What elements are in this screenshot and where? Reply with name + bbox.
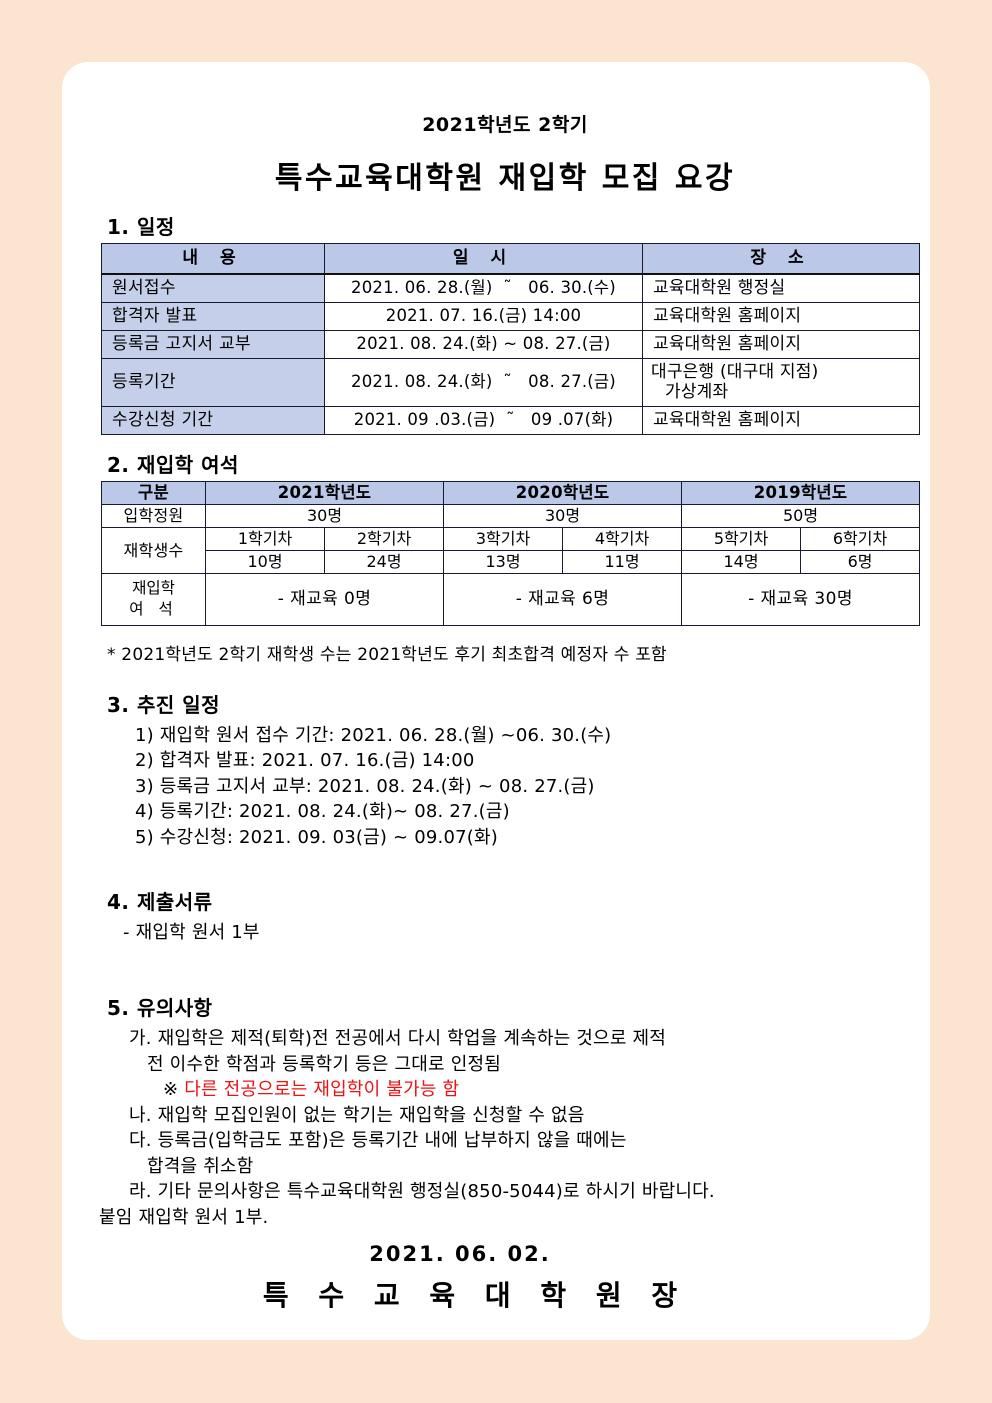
term-label-4: 4학기차 [562, 526, 683, 551]
schedule-content: 등록기간 [101, 357, 325, 407]
seats-table: 구분 2021학년도 2020학년도 2019학년도 입학정원 30명 30명 … [101, 480, 921, 626]
spacer [95, 665, 915, 675]
footer-date: 2021. 06. 02. [369, 1242, 551, 1267]
list-item-b: 나. 재입학 모집인원이 없는 학기는 재입학을 신청할 수 없음 [129, 1104, 585, 1126]
schedule-place-line2: 가상계좌 [665, 382, 729, 403]
quota-2021: 30명 [204, 503, 445, 528]
term-value-5: 14명 [681, 549, 802, 574]
list-item: 5) 수강신청: 2021. 09. 03(금) ~ 09.07(화) [135, 826, 498, 848]
seats-2019: - 재교육 30명 [681, 572, 921, 626]
term-label-1: 1학기차 [205, 526, 325, 551]
schedule-place: 교육대학원 홈페이지 [642, 301, 920, 331]
section-4-heading: 4. 제출서류 [107, 890, 213, 915]
seats-header-year-2020: 2020학년도 [443, 480, 683, 505]
seats-label-line1: 재입학 [132, 579, 175, 598]
list-item: - 재입학 원서 1부 [123, 922, 260, 944]
schedule-content: 등록금 고지서 교부 [101, 329, 325, 359]
schedule-header-row: 내 용 일 시 장 소 [101, 243, 920, 276]
schedule-header-place: 장 소 [642, 243, 920, 276]
term-value-1: 10명 [205, 549, 325, 574]
schedule-datetime: 2021. 06. 28.(월) ˜ 06. 30.(수) [324, 273, 643, 303]
list-item: 3) 등록금 고지서 교부: 2021. 08. 24.(화) ~ 08. 27… [135, 775, 595, 797]
attachment-note: 붙임 재입학 원서 1부. [99, 1206, 269, 1228]
warning-note: ※ 다른 전공으로는 재입학이 불가능 함 [163, 1077, 915, 1103]
list-item: 1) 재입학 원서 접수 기간: 2021. 06. 28.(월) ~06. 3… [135, 724, 612, 746]
seats-header-year-2019: 2019학년도 [681, 480, 921, 505]
term-label-5: 5학기차 [681, 526, 802, 551]
term-value-4: 11명 [562, 549, 683, 574]
seats-2020: - 재교육 6명 [443, 572, 683, 626]
document-title: 특수교육대학원 재입학 모집 요강 [274, 161, 736, 196]
quota-2020: 30명 [443, 503, 683, 528]
quota-label: 입학정원 [101, 503, 206, 528]
schedule-header-content: 내 용 [101, 243, 325, 276]
quota-2019: 50명 [681, 503, 921, 528]
table-row: 입학정원 30명 30명 50명 [101, 503, 921, 528]
spacer [95, 850, 915, 872]
document-body: 2021학년도 2학기 특수교육대학원 재입학 모집 요강 1. 일정 내 용 … [95, 82, 921, 1314]
spacer [95, 946, 915, 978]
schedule-place: 교육대학원 홈페이지 [642, 405, 920, 435]
term-value-6: 6명 [800, 549, 921, 574]
section-1-heading: 1. 일정 [107, 215, 175, 239]
table-row: 등록기간 2021. 08. 24.(화) ˜ 08. 27.(금) 대구은행 … [101, 357, 920, 407]
schedule-content: 수강신청 기간 [101, 405, 325, 435]
table-row: 10명 24명 13명 11명 14명 6명 [102, 549, 921, 574]
schedule-header-datetime: 일 시 [324, 243, 643, 276]
schedule-place: 교육대학원 홈페이지 [642, 329, 920, 359]
table-row: 재학생수 1학기차 2학기차 3학기차 4학기차 5학기차 6학기차 [101, 526, 921, 574]
seats-header-label: 구분 [101, 480, 206, 505]
term-label-6: 6학기차 [800, 526, 921, 551]
schedule-datetime: 2021. 09 .03.(금) ˜ 09 .07(화) [324, 405, 643, 435]
schedule-content: 합격자 발표 [101, 301, 325, 331]
document-subtitle: 2021학년도 2학기 [422, 114, 588, 136]
list-item-c-line2: 합격을 취소함 [147, 1155, 254, 1177]
term-value-3: 13명 [443, 549, 564, 574]
table-row: 등록금 고지서 교부 2021. 08. 24.(화) ~ 08. 27.(금)… [101, 329, 920, 359]
term-label-2: 2학기차 [323, 526, 445, 551]
seats-header-year-2021: 2021학년도 [204, 480, 445, 505]
reference-mark-icon: ※ [163, 1079, 179, 1101]
list-item-a-line1: 가. 재입학은 제적(퇴학)전 전공에서 다시 학업을 계속하는 것으로 제적 [129, 1028, 667, 1050]
list-item-a-line2: 전 이수한 학점과 등록학기 등은 그대로 인정됨 [147, 1053, 501, 1075]
schedule-place-line1: 대구은행 (대구대 지점) [651, 362, 819, 383]
schedule-content: 원서접수 [101, 273, 325, 303]
section-2-note: * 2021학년도 2학기 재학생 수는 2021학년도 후기 최초합격 예정자… [107, 644, 667, 665]
schedule-datetime: 2021. 08. 24.(화) ˜ 08. 27.(금) [324, 357, 643, 407]
table-row: 원서접수 2021. 06. 28.(월) ˜ 06. 30.(수) 교육대학원… [101, 273, 920, 303]
list-item: 4) 등록기간: 2021. 08. 24.(화)~ 08. 27.(금) [135, 801, 510, 823]
warning-note-text: 다른 전공으로는 재입학이 불가능 함 [178, 1079, 460, 1101]
seats-label-line2: 여 석 [129, 600, 178, 619]
schedule-place: 교육대학원 행정실 [642, 273, 920, 303]
section-5-heading: 5. 유의사항 [107, 996, 213, 1021]
schedule-datetime: 2021. 08. 24.(화) ~ 08. 27.(금) [324, 329, 643, 359]
table-row: 합격자 발표 2021. 07. 16.(금) 14:00 교육대학원 홈페이지 [101, 301, 920, 331]
section-2-heading: 2. 재입학 여석 [107, 452, 239, 477]
list-item-d: 라. 기타 문의사항은 특수교육대학원 행정실(850-5044)로 하시기 바… [129, 1181, 715, 1203]
list-item-c-line1: 다. 등록금(입학금도 포함)은 등록기간 내에 납부하지 않을 때에는 [129, 1130, 627, 1152]
schedule-place: 대구은행 (대구대 지점) 가상계좌 [642, 357, 920, 407]
term-label-3: 3학기차 [443, 526, 564, 551]
document-card: 2021학년도 2학기 특수교육대학원 재입학 모집 요강 1. 일정 내 용 … [62, 62, 930, 1340]
seats-header-row: 구분 2021학년도 2020학년도 2019학년도 [101, 480, 921, 505]
seats-2021: - 재교육 0명 [204, 572, 445, 626]
schedule-datetime: 2021. 07. 16.(금) 14:00 [324, 301, 643, 331]
list-item: 2) 합격자 발표: 2021. 07. 16.(금) 14:00 [135, 750, 475, 772]
footer-signer: 특 수 교 육 대 학 원 장 [262, 1279, 688, 1313]
term-value-2: 24명 [323, 549, 445, 574]
section-3-heading: 3. 추진 일정 [107, 692, 221, 717]
schedule-table: 내 용 일 시 장 소 원서접수 2021. 06. 28.(월) ˜ 06. … [101, 243, 920, 435]
table-row: 수강신청 기간 2021. 09 .03.(금) ˜ 09 .07(화) 교육대… [101, 405, 920, 435]
enrolled-label: 재학생수 [101, 526, 206, 574]
